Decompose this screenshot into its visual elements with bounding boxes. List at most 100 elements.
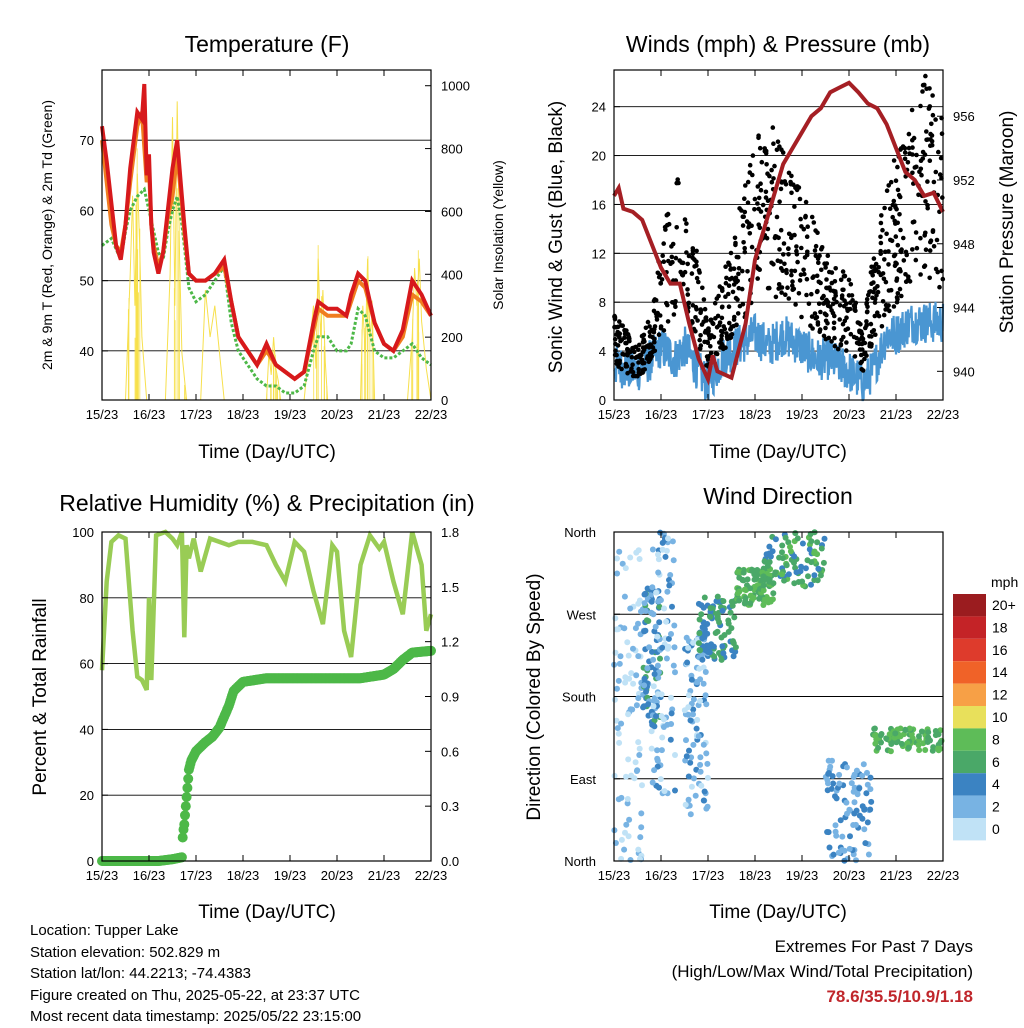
- gust-point: [695, 318, 700, 323]
- winds-ylabel: Sonic Wind & Gust (Blue, Black): [546, 101, 567, 373]
- direction-point: [638, 824, 645, 831]
- gust-point: [676, 180, 681, 186]
- direction-tick-label: North: [564, 854, 596, 869]
- direction-point: [687, 811, 694, 818]
- gust-point: [686, 300, 692, 306]
- gust-point: [779, 290, 784, 295]
- gust-point: [918, 235, 923, 241]
- direction-point: [698, 782, 705, 789]
- gust-point: [682, 217, 688, 222]
- gust-point: [910, 170, 915, 176]
- direction-point: [695, 733, 702, 740]
- direction-point: [685, 773, 692, 780]
- direction-point: [785, 539, 792, 546]
- direction-point: [867, 774, 874, 781]
- gust-point: [893, 205, 898, 210]
- x-tick-label: 20/23: [321, 407, 354, 422]
- gust-point: [914, 152, 919, 158]
- direction-series: [611, 529, 945, 864]
- gust-point: [723, 294, 728, 300]
- gust-point: [929, 133, 935, 138]
- gust-point: [931, 244, 937, 249]
- gust-point: [804, 276, 810, 282]
- gust-point: [823, 325, 828, 331]
- direction-point: [684, 659, 691, 666]
- direction-point: [887, 748, 894, 755]
- legend-label: 12: [992, 687, 1008, 703]
- direction-point: [641, 600, 648, 607]
- direction-point: [839, 833, 846, 840]
- direction-point: [617, 653, 624, 660]
- gust-point: [708, 344, 713, 349]
- direction-point: [799, 540, 806, 547]
- direction-point: [651, 767, 658, 774]
- gust-point: [767, 285, 772, 291]
- gust-point: [838, 277, 844, 283]
- humidity-xlabel: Time (Day/UTC): [198, 902, 336, 923]
- gust-point: [834, 299, 839, 305]
- gust-point: [674, 225, 679, 230]
- gust-point: [756, 195, 762, 201]
- gust-point: [898, 249, 904, 255]
- y2-tick-label: 948: [953, 237, 975, 252]
- direction-point: [830, 780, 837, 787]
- gust-point: [726, 291, 731, 297]
- direction-point: [664, 645, 671, 652]
- direction-point: [872, 740, 879, 747]
- direction-point: [614, 555, 620, 562]
- gust-point: [665, 211, 671, 217]
- gust-point: [873, 261, 879, 267]
- gust-point: [697, 337, 702, 343]
- direction-point: [766, 543, 773, 550]
- direction-point: [837, 817, 844, 824]
- gust-point: [895, 242, 901, 248]
- direction-point: [690, 706, 697, 713]
- gust-point: [719, 336, 724, 342]
- direction-point: [736, 597, 743, 604]
- gust-point: [734, 254, 740, 260]
- direction-point: [653, 589, 660, 596]
- gust-point: [878, 234, 883, 240]
- legend-label: 8: [992, 731, 1000, 747]
- direction-point: [695, 640, 702, 647]
- gust-point: [742, 209, 748, 215]
- gust-point: [641, 337, 646, 342]
- direction-point: [686, 747, 692, 754]
- x-tick-label: 18/23: [227, 407, 260, 422]
- gust-point: [720, 329, 725, 335]
- gust-point: [930, 93, 935, 98]
- y-tick-label: 16: [592, 197, 606, 212]
- humidity-plot-frame: [101, 531, 432, 862]
- direction-point: [764, 562, 771, 569]
- direction-point: [636, 745, 643, 752]
- gust-point: [933, 266, 939, 272]
- direction-point: [615, 730, 622, 737]
- gust-point: [615, 329, 620, 335]
- legend-label: 18: [992, 619, 1008, 635]
- gust-point: [882, 257, 887, 262]
- gust-point: [746, 221, 752, 226]
- gust-point: [755, 184, 761, 189]
- gust-point: [839, 293, 845, 298]
- gust-point: [910, 145, 915, 150]
- direction-point: [621, 593, 628, 600]
- direction-point: [700, 604, 707, 611]
- gust-point: [842, 273, 848, 279]
- gust-point: [789, 272, 794, 278]
- direction-point: [732, 648, 739, 655]
- gust-point: [661, 259, 667, 265]
- gust-point: [909, 107, 915, 113]
- direction-point: [629, 706, 636, 713]
- legend-swatch: [953, 683, 986, 706]
- gust-point: [864, 309, 870, 315]
- direction-point: [698, 611, 705, 618]
- direction-point: [916, 733, 922, 740]
- direction-point: [633, 702, 640, 709]
- gust-point: [891, 304, 897, 309]
- gust-point: [875, 284, 880, 289]
- x-tick-label: 17/23: [180, 407, 213, 422]
- direction-point: [864, 819, 871, 826]
- direction-point: [635, 600, 642, 607]
- gust-point: [907, 151, 912, 156]
- gust-point: [817, 329, 822, 335]
